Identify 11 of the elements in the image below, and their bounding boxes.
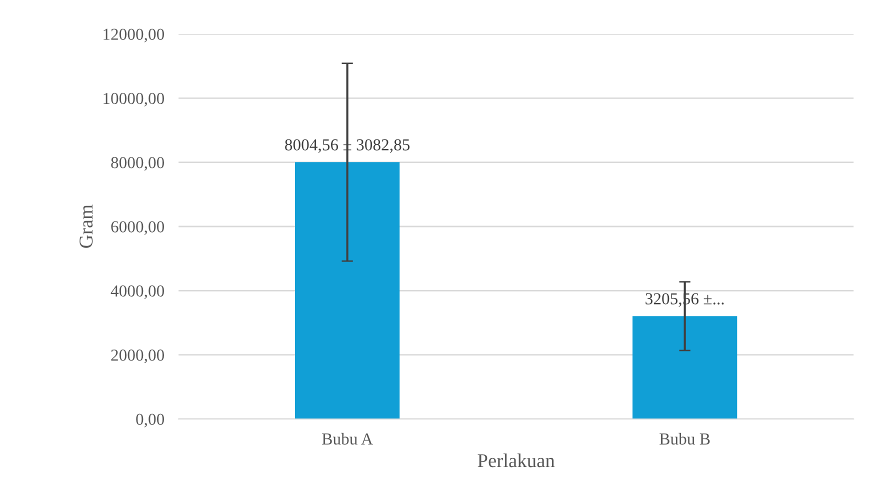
y-tick-label: 10000,00: [104, 92, 164, 107]
y-tick-label: 4000,00: [110, 285, 164, 300]
y-tick-label: 2000,00: [111, 350, 164, 364]
x-tick-label: Bubu B: [660, 432, 710, 445]
y-tick-label: 0,00: [136, 414, 164, 428]
y-axis-title: Gram: [80, 204, 93, 248]
x-tick-label: Bubu A: [322, 432, 373, 445]
y-tick-label: 8000,00: [111, 157, 164, 171]
y-tick-label: 6000,00: [111, 221, 164, 235]
x-axis-title: Perlakuan: [478, 454, 555, 468]
y-tick-label: 12000,00: [104, 28, 164, 42]
